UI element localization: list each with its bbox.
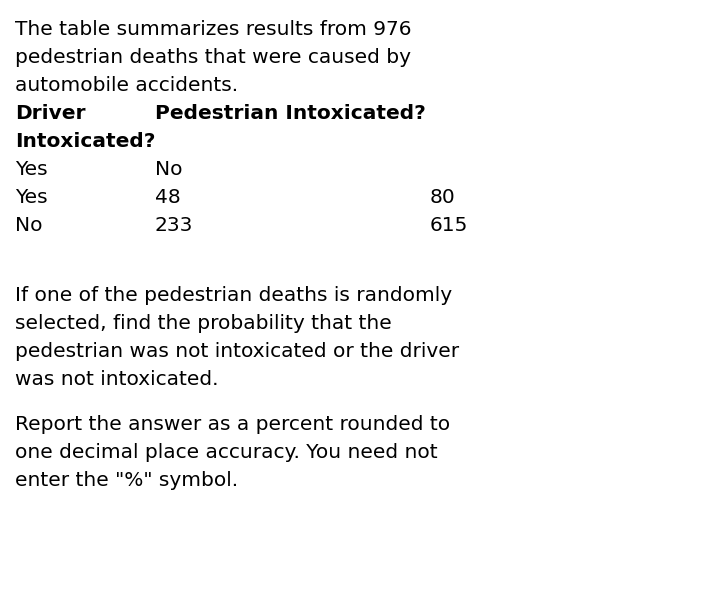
Text: one decimal place accuracy. You need not: one decimal place accuracy. You need not	[15, 443, 438, 462]
Text: enter the "%" symbol.: enter the "%" symbol.	[15, 471, 238, 490]
Text: If one of the pedestrian deaths is randomly: If one of the pedestrian deaths is rando…	[15, 286, 452, 305]
Text: Driver: Driver	[15, 104, 86, 123]
Text: pedestrian was not intoxicated or the driver: pedestrian was not intoxicated or the dr…	[15, 342, 459, 361]
Text: was not intoxicated.: was not intoxicated.	[15, 370, 218, 389]
Text: selected, find the probability that the: selected, find the probability that the	[15, 314, 392, 333]
Text: No: No	[15, 216, 42, 235]
Text: Yes: Yes	[15, 160, 48, 179]
Text: 80: 80	[430, 188, 456, 207]
Text: 48: 48	[155, 188, 181, 207]
Text: Yes: Yes	[15, 188, 48, 207]
Text: Intoxicated?: Intoxicated?	[15, 132, 156, 151]
Text: The table summarizes results from 976: The table summarizes results from 976	[15, 20, 412, 39]
Text: automobile accidents.: automobile accidents.	[15, 76, 238, 95]
Text: pedestrian deaths that were caused by: pedestrian deaths that were caused by	[15, 48, 411, 67]
Text: Report the answer as a percent rounded to: Report the answer as a percent rounded t…	[15, 415, 450, 434]
Text: 233: 233	[155, 216, 194, 235]
Text: No: No	[155, 160, 182, 179]
Text: 615: 615	[430, 216, 469, 235]
Text: Pedestrian Intoxicated?: Pedestrian Intoxicated?	[155, 104, 426, 123]
